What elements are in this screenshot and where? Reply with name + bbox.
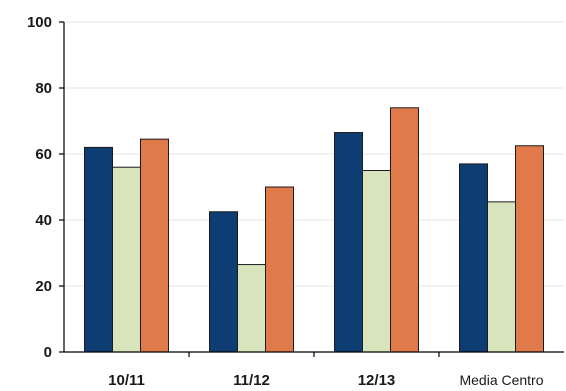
bar-2-series-1 xyxy=(209,211,238,353)
bar-1-series-1 xyxy=(84,146,113,353)
y-tick-label: 20 xyxy=(35,278,52,295)
y-tick-label: 40 xyxy=(35,212,52,229)
bar-4-series-1 xyxy=(459,163,488,353)
bar-4-series-2 xyxy=(487,201,516,353)
bar-3-series-2 xyxy=(362,170,391,353)
x-tick-label: 12/13 xyxy=(358,372,396,389)
bar-1-series-3 xyxy=(140,138,169,353)
y-tick-label: 100 xyxy=(27,14,52,31)
y-tick-label: 80 xyxy=(35,80,52,97)
bar-3-series-3 xyxy=(390,107,419,353)
x-tick-label: Media Centro xyxy=(459,372,543,388)
x-tick-label: 10/11 xyxy=(108,372,145,389)
bars xyxy=(84,107,544,353)
axes xyxy=(59,21,564,357)
bar-2-series-2 xyxy=(237,264,266,353)
bar-4-series-3 xyxy=(515,145,544,353)
bar-3-series-1 xyxy=(334,132,363,353)
y-tick-label: 0 xyxy=(44,344,52,361)
x-tick-labels: 10/11 11/12 12/13 Media Centro xyxy=(108,372,544,389)
bar-2-series-3 xyxy=(265,186,294,353)
y-tick-labels: 0 20 40 60 80 100 xyxy=(27,14,52,361)
y-tick-label: 60 xyxy=(35,146,52,163)
bar-1-series-2 xyxy=(112,166,141,353)
x-tick-label: 11/12 xyxy=(233,372,270,389)
